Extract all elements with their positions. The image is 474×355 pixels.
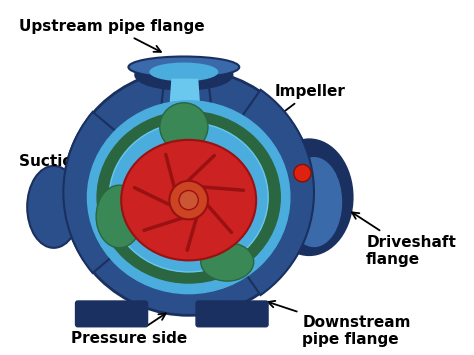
- Ellipse shape: [266, 140, 353, 255]
- Ellipse shape: [27, 166, 80, 248]
- Ellipse shape: [160, 103, 208, 151]
- Ellipse shape: [128, 56, 239, 78]
- Circle shape: [294, 164, 311, 182]
- Ellipse shape: [121, 140, 256, 260]
- Wedge shape: [189, 90, 314, 295]
- Polygon shape: [167, 79, 202, 135]
- Text: Driveshaft
flange: Driveshaft flange: [352, 212, 456, 267]
- Wedge shape: [64, 112, 189, 273]
- Ellipse shape: [150, 63, 218, 81]
- Circle shape: [169, 181, 208, 219]
- Circle shape: [179, 191, 198, 210]
- Polygon shape: [160, 77, 213, 120]
- Text: Pressure side: Pressure side: [71, 313, 187, 346]
- Ellipse shape: [64, 70, 314, 315]
- Text: Impeller: Impeller: [242, 84, 346, 143]
- FancyBboxPatch shape: [76, 301, 147, 326]
- Ellipse shape: [96, 185, 142, 248]
- Text: Suction side: Suction side: [19, 154, 130, 173]
- Ellipse shape: [285, 156, 343, 248]
- FancyBboxPatch shape: [196, 301, 268, 326]
- Ellipse shape: [109, 122, 268, 272]
- Text: Downstream
pipe flange: Downstream pipe flange: [268, 301, 411, 348]
- Ellipse shape: [136, 60, 232, 89]
- Ellipse shape: [97, 111, 280, 283]
- Text: Upstream pipe flange: Upstream pipe flange: [19, 19, 205, 52]
- Ellipse shape: [201, 242, 254, 281]
- Ellipse shape: [87, 101, 290, 294]
